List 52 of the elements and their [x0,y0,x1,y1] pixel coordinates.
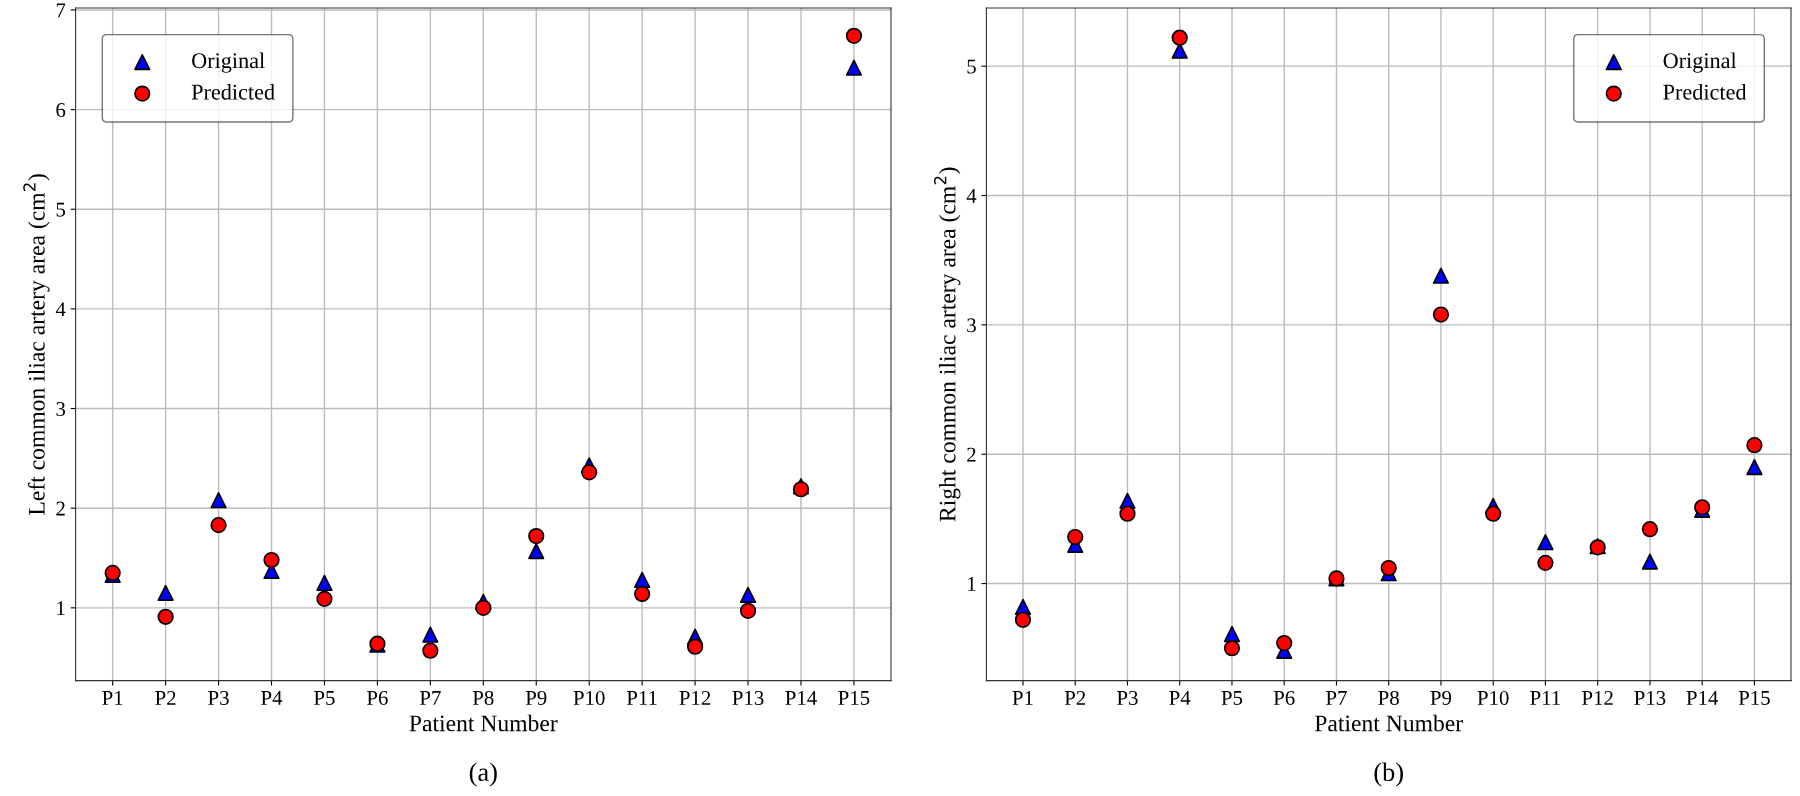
x-tick-label: P5 [1221,691,1243,705]
text: (b) [1374,762,1403,787]
x-tick-label: P14 [785,691,817,705]
x-tick-label: P8 [472,690,494,705]
x-tick-label: P10 [1477,690,1509,705]
x-tick-label: P10 [573,690,605,705]
x-tick-label: P1 [1012,691,1033,705]
x-tick-label: P5 [314,691,335,705]
text: (a) [469,762,497,787]
x-tick-label: P7 [419,691,441,705]
y-tick-label: 1 [57,601,65,616]
y-tick-label: 2 [967,447,976,462]
y-tick-label: 2 [56,501,65,516]
x-tick-label: P8 [1378,690,1399,705]
x-tick-label: P14 [1686,691,1719,705]
y-tick-label: 3 [56,401,66,416]
y-tick-label: 6 [56,103,66,118]
x-tick-label: P1 [102,691,123,705]
y-axis-title: Left common iliac artery area (cm$^{2}$) [23,174,50,515]
x-tick-label: P12 [679,690,711,705]
x-tick-label: P11 [626,691,657,705]
x-tick-label: P7 [1326,691,1347,705]
legend-label: Original [1663,52,1737,73]
x-tick-label: P15 [838,691,870,705]
x-tick-label: P12 [1582,690,1613,705]
x-tick-label: P13 [732,690,764,705]
y-tick-label: 5 [967,59,976,74]
legend-label: Original [192,52,265,73]
legend-label: Predicted [191,84,275,100]
y-tick-label: 4 [55,302,66,317]
x-tick-label: P2 [1064,690,1086,705]
y-tick-label: 4 [966,189,977,203]
y-axis-title: Right common iliac artery area (cm$^{2}$) [934,167,961,522]
x-tick-label: P11 [1530,691,1561,705]
x-tick-label: P3 [208,690,229,705]
y-tick-label: 7 [56,3,66,18]
x-tick-label: P4 [1169,691,1191,705]
y-tick-label: 1 [968,577,976,591]
y-tick-label: 5 [56,202,66,217]
x-tick-label: P9 [525,690,547,705]
x-tick-label: P3 [1117,690,1138,705]
x-tick-label: P4 [261,691,283,705]
y-tick-label: 3 [967,318,976,333]
x-tick-label: P2 [155,690,176,705]
x-tick-label: P9 [1430,690,1452,705]
x-tick-label: P6 [1273,690,1295,705]
x-axis-title: Patient Number [409,714,558,732]
x-tick-label: P15 [1738,691,1770,705]
x-tick-label: P6 [367,690,388,705]
x-tick-label: P13 [1634,690,1666,705]
legend-label: Predicted [1663,84,1747,100]
x-axis-title: Patient Number [1314,714,1463,732]
